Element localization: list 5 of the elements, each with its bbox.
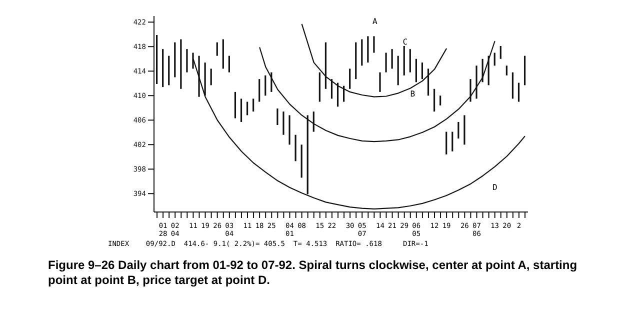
annotation: A [372, 16, 378, 26]
caption: Figure 9–26 Daily chart from 01-92 to 07-92. Spiral turns clockwise, center at point A, starting point at point B, price target at point D. [48, 258, 578, 288]
annotation: D [492, 183, 498, 192]
annotation: B [410, 90, 416, 99]
annotation: C [402, 37, 408, 46]
